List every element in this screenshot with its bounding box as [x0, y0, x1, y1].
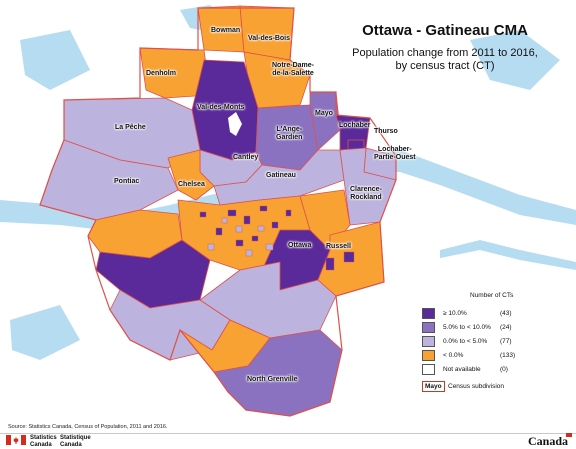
legend-swatch	[422, 364, 435, 375]
label-chelsea: Chelsea	[178, 181, 205, 188]
label-clarence-line-1: Clarence-	[350, 186, 382, 193]
river-east	[440, 240, 576, 270]
legend-row: 5.0% to < 10.0% (24)	[418, 322, 568, 334]
lake-east	[470, 30, 560, 90]
legend-count: (43)	[500, 310, 512, 317]
urban-tracts-light	[207, 217, 274, 257]
label-north-grenville: North Grenville	[247, 376, 298, 383]
label-pontiac: Pontiac	[114, 178, 140, 185]
label-clarence-line-2: Rockland	[350, 194, 382, 201]
org-fr-line-1: Statistique	[60, 435, 91, 441]
legend-count: (0)	[500, 366, 508, 373]
legend-subdivision-row: Mayo Census subdivision	[418, 381, 568, 393]
label-val-des-monts: Val-des-Monts	[197, 104, 245, 111]
label-lange-gardien-line-2: Gardien	[276, 134, 303, 141]
org-name-en: Statistics Canada	[30, 435, 57, 448]
label-russell: Russell	[326, 243, 351, 250]
org-name-fr: Statistique Canada	[60, 435, 91, 448]
label-thurso: Thurso	[374, 128, 398, 135]
org-en-line-1: Statistics	[30, 435, 57, 441]
label-cantley: Cantley	[233, 154, 259, 161]
legend-row: 0.0% to < 5.0% (77)	[418, 336, 568, 348]
legend-label: ≥ 10.0%	[443, 310, 467, 317]
cma-boundary	[39, 7, 397, 417]
label-clarence-rockland: Clarence- Rockland	[350, 186, 382, 202]
lake-val-des-monts	[228, 112, 242, 136]
legend-label: Not available	[443, 366, 481, 373]
legend-row: Not available (0)	[418, 364, 568, 376]
label-lochaber-po-line-2: Partie-Ouest	[374, 154, 416, 161]
label-val-des-bois: Val-des-Bois	[248, 35, 291, 42]
label-lochaber-po-line-1: Lochaber-	[377, 146, 412, 153]
urban-tracts	[199, 205, 355, 271]
canada-wordmark: Canada	[528, 434, 569, 448]
legend-row: < 0.0% (133)	[418, 350, 568, 362]
label-mayo: Mayo	[315, 110, 333, 117]
label-notre-dame-line-2: de-la-Salette	[272, 70, 314, 77]
label-ottawa: Ottawa	[288, 242, 312, 249]
label-notre-dame-line-1: Notre-Dame-	[272, 62, 315, 69]
subtitle-line-1: Population change from 2011 to 2016,	[352, 47, 538, 59]
legend-count: (77)	[500, 338, 512, 345]
legend-label: 5.0% to < 10.0%	[443, 324, 491, 331]
label-la-peche: La Pêche	[115, 124, 146, 131]
footer-divider	[0, 433, 576, 434]
legend-label: 0.0% to < 5.0%	[443, 338, 488, 345]
canada-flag-icon	[6, 435, 26, 445]
legend-swatch	[422, 336, 435, 347]
lake-northwest	[20, 30, 90, 90]
org-fr-line-2: Canada	[60, 441, 82, 448]
org-en-line-2: Canada	[30, 441, 52, 448]
label-lange-gardien: L'Ange- Gardien	[276, 126, 302, 142]
legend-count: (133)	[500, 352, 516, 359]
legend-subdivision-label: Census subdivision	[448, 383, 505, 390]
legend-row: ≥ 10.0% (43)	[418, 308, 568, 320]
legend-label: < 0.0%	[443, 352, 464, 359]
label-lange-gardien-line-1: L'Ange-	[276, 126, 303, 133]
wordmark-flag-icon	[566, 433, 572, 437]
label-bowman: Bowman	[211, 27, 241, 34]
map-subtitle: Population change from 2011 to 2016, by …	[320, 47, 570, 73]
legend-count: (24)	[500, 324, 512, 331]
region-val-des-bois	[239, 5, 295, 61]
source-note: Source: Statistics Canada, Census of Pop…	[8, 424, 168, 430]
label-lochaber-po: Lochaber- Partie-Ouest	[374, 146, 416, 162]
lake-southwest	[10, 305, 80, 360]
legend-swatch	[422, 308, 435, 319]
legend-title: Number of CTs	[470, 292, 514, 299]
label-denholm: Denholm	[146, 70, 176, 77]
legend-swatch	[422, 350, 435, 361]
map-title: Ottawa - Gatineau CMA	[362, 22, 528, 39]
subtitle-line-2: by census tract (CT)	[395, 60, 495, 72]
label-lochaber: Lochaber	[339, 122, 371, 129]
legend-subdivision-sample: Mayo	[422, 381, 445, 392]
legend-swatch	[422, 322, 435, 333]
label-notre-dame: Notre-Dame- de-la-Salette	[272, 62, 314, 78]
label-gatineau: Gatineau	[266, 172, 296, 179]
